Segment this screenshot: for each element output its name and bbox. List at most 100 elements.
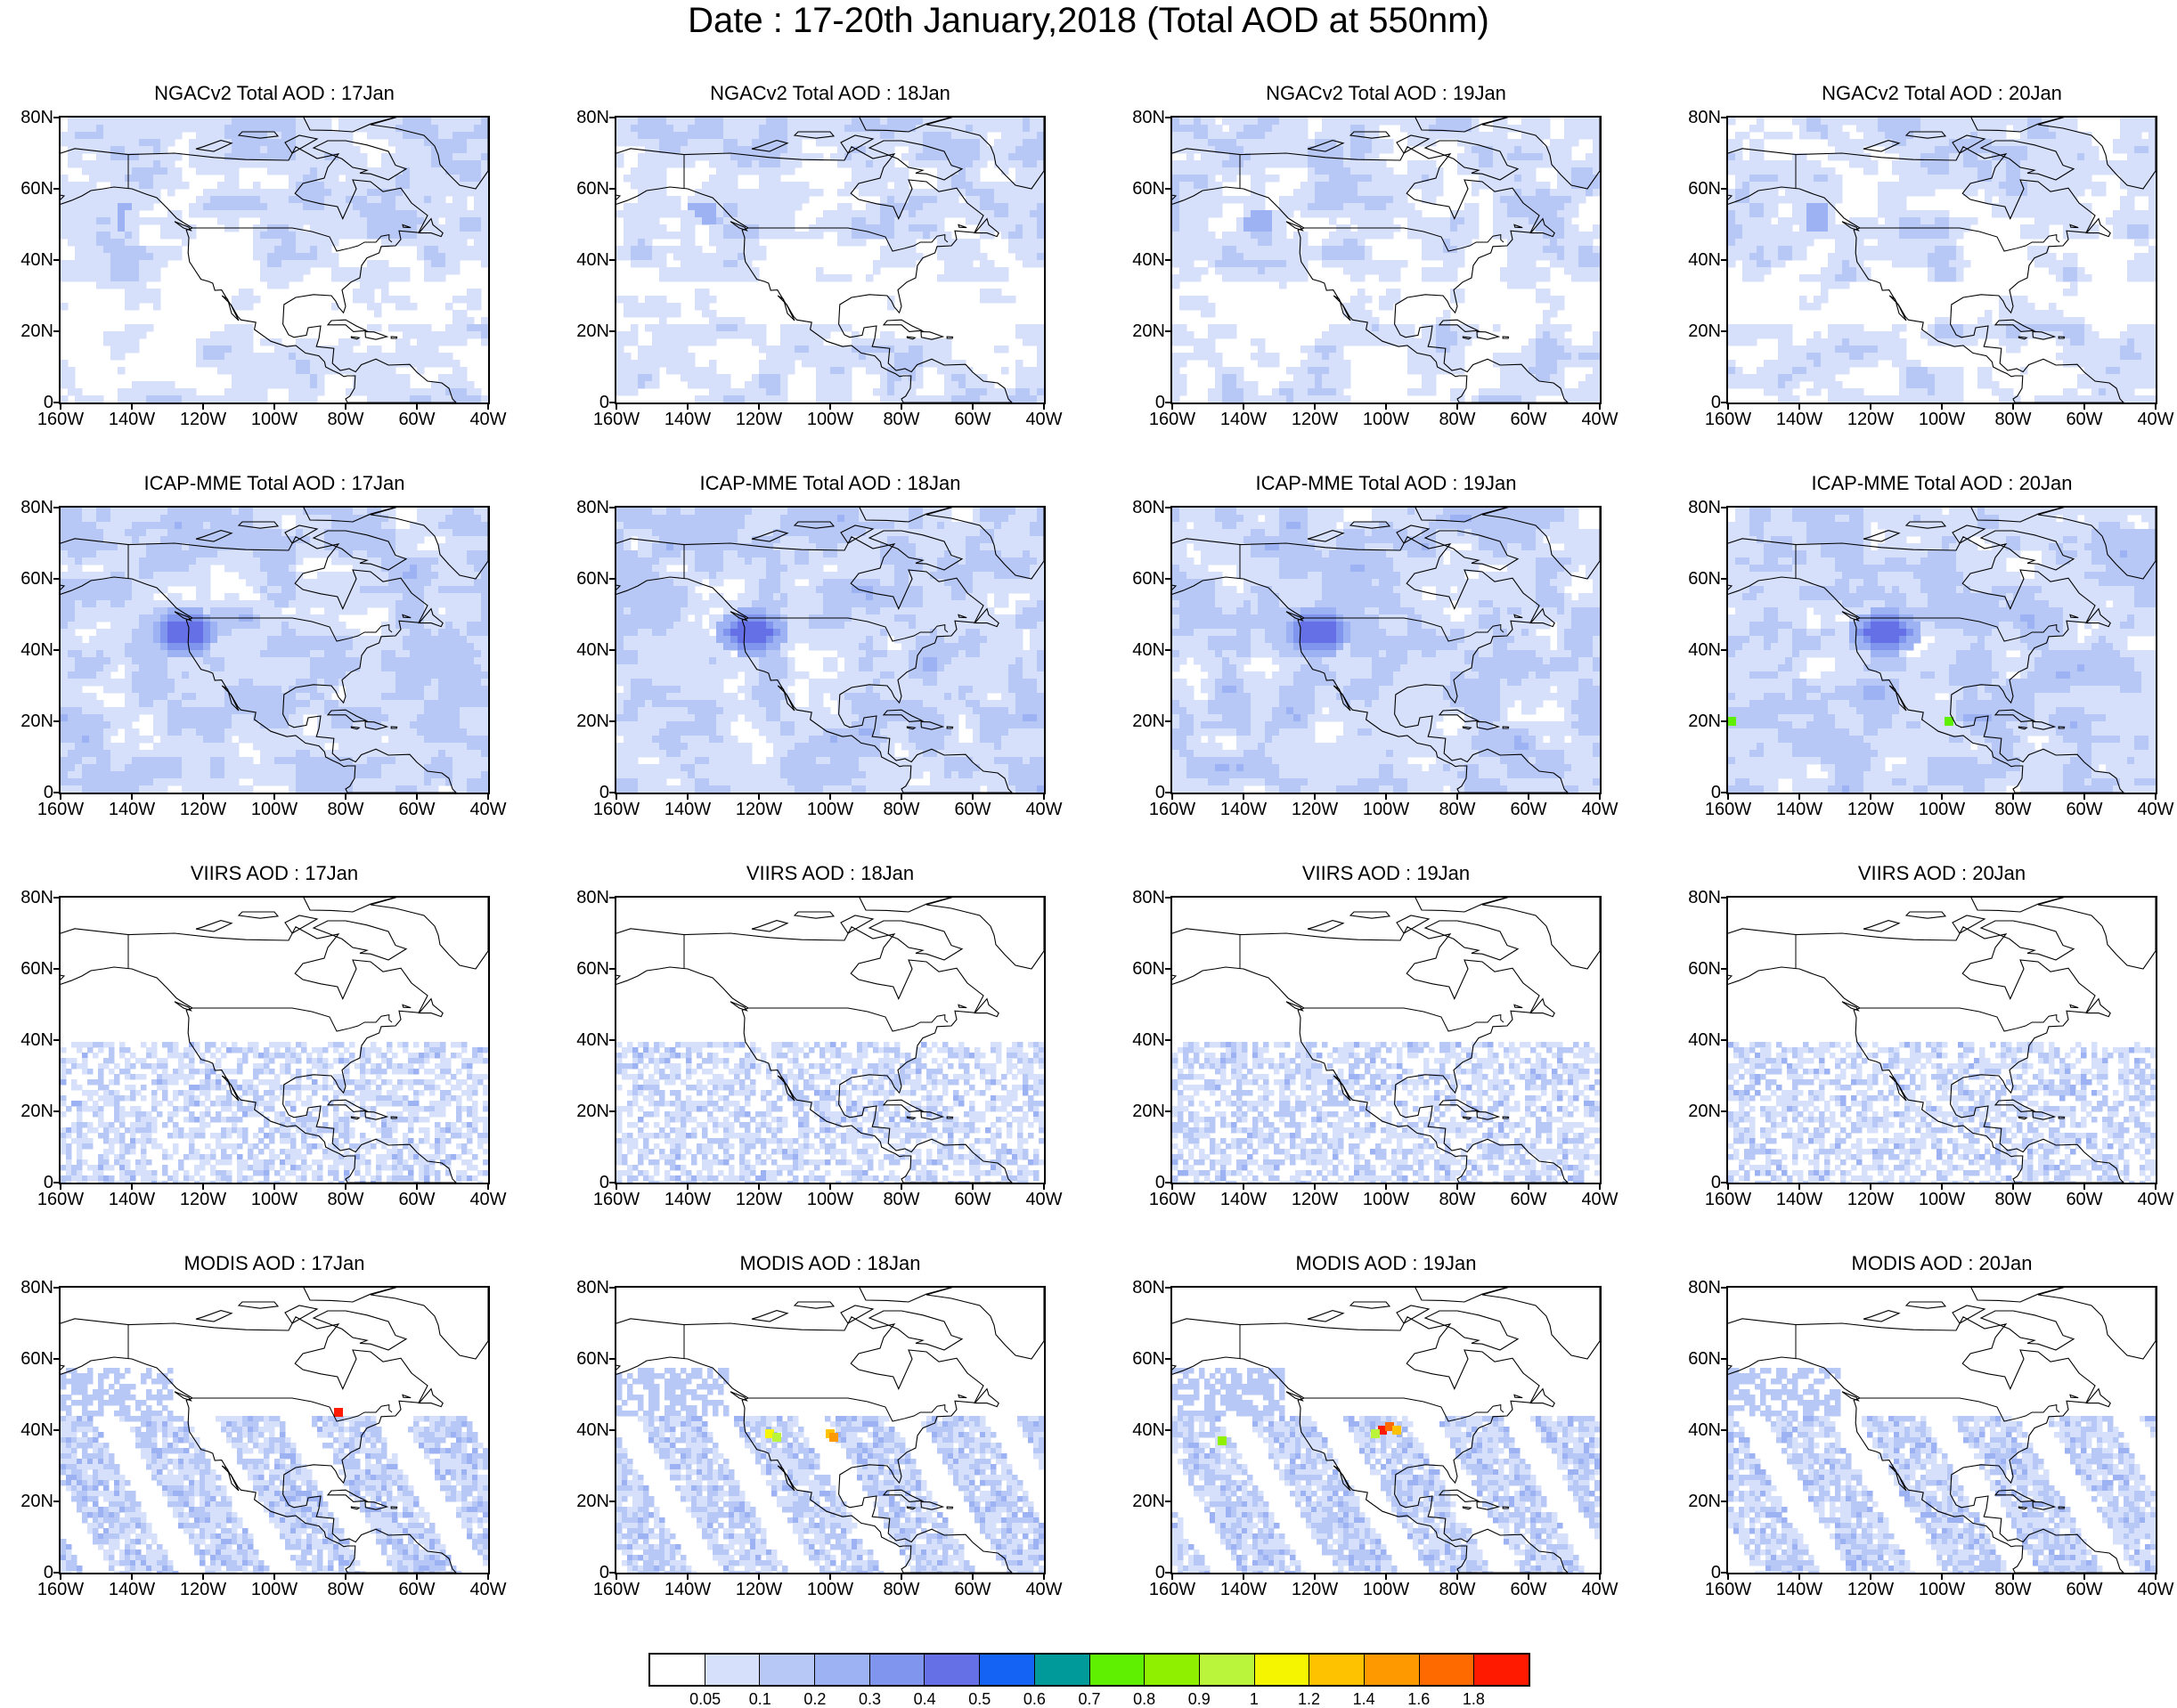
aod-cell	[880, 175, 888, 183]
aod-cell	[303, 182, 311, 190]
aod-cell	[1564, 224, 1572, 232]
aod-cell	[1828, 139, 1836, 147]
aod-cell	[944, 239, 952, 247]
aod-cell	[360, 381, 368, 389]
aod-cell	[1015, 182, 1023, 190]
aod-cell	[1186, 210, 1194, 218]
aod-cell	[239, 296, 247, 304]
aod-cell	[410, 196, 418, 204]
aod-cell	[1450, 132, 1458, 140]
lon-tick-label: 120W	[728, 410, 790, 429]
aod-cell	[894, 203, 902, 211]
aod-cell	[1336, 146, 1344, 154]
aod-cell	[738, 203, 746, 211]
aod-cell	[1728, 153, 1736, 161]
aod-cell	[1300, 125, 1309, 133]
aod-cell	[631, 239, 639, 247]
aod-cell	[153, 189, 161, 197]
aod-cell	[224, 182, 232, 190]
aod-cell	[2063, 146, 2071, 154]
aod-cell	[645, 132, 653, 140]
aod-cell	[645, 189, 653, 197]
aod-cell	[153, 289, 161, 297]
aod-cell	[894, 374, 902, 382]
aod-cell	[1500, 395, 1508, 403]
aod-cell	[1849, 146, 1857, 154]
aod-cell	[1336, 232, 1344, 240]
aod-cell	[1008, 232, 1016, 240]
aod-cell	[901, 167, 909, 175]
aod-cell	[1365, 296, 1373, 304]
aod-cell	[167, 182, 175, 190]
aod-cell	[232, 196, 240, 204]
aod-cell	[267, 374, 275, 382]
aod-cell	[1179, 253, 1187, 261]
aod-cell	[1536, 210, 1544, 218]
aod-cell	[1286, 381, 1294, 389]
aod-cell	[901, 196, 909, 204]
aod-cell	[666, 210, 674, 218]
aod-cell	[1293, 274, 1301, 282]
aod-cell	[1906, 146, 1914, 154]
aod-cell	[403, 125, 411, 133]
aod-cell	[1507, 246, 1515, 254]
aod-cell	[1500, 175, 1508, 183]
aod-cell	[481, 132, 488, 140]
aod-cell	[1358, 239, 1366, 247]
aod-cell	[673, 118, 681, 126]
aod-cell	[745, 132, 753, 140]
aod-cell	[1023, 175, 1031, 183]
aod-cell	[125, 139, 133, 147]
aod-cell	[1564, 353, 1572, 361]
aod-cell	[766, 232, 774, 240]
aod-cell	[1350, 203, 1358, 211]
aod-cell	[1472, 395, 1480, 403]
aod-cell	[1258, 132, 1266, 140]
aod-cell	[75, 217, 83, 225]
aod-cell	[994, 210, 1002, 218]
aod-cell	[2134, 125, 2142, 133]
aod-cell	[260, 267, 268, 275]
aod-cell	[901, 224, 909, 232]
aod-cell	[1037, 160, 1044, 168]
aod-cell	[1514, 388, 1522, 396]
aod-cell	[96, 160, 104, 168]
aod-cell	[374, 367, 382, 375]
aod-cell	[96, 246, 104, 254]
aod-cell	[681, 367, 689, 375]
aod-cell	[916, 196, 924, 204]
lat-tick-mark	[609, 259, 616, 261]
aod-cell	[1386, 289, 1394, 297]
aod-cell	[353, 203, 361, 211]
aod-cell	[310, 139, 318, 147]
aod-cell	[381, 353, 389, 361]
aod-cell	[887, 388, 895, 396]
aod-cell	[360, 367, 368, 375]
aod-cell	[752, 139, 760, 147]
aod-cell	[103, 153, 111, 161]
aod-cell	[631, 338, 639, 346]
aod-cell	[966, 374, 974, 382]
aod-cell	[1949, 125, 1957, 133]
aod-cell	[1407, 388, 1415, 396]
aod-cell	[82, 260, 90, 268]
aod-cell	[1229, 132, 1237, 140]
aod-cell	[239, 125, 247, 133]
aod-cell	[331, 196, 339, 204]
aod-cell	[403, 203, 411, 211]
aod-cell	[1593, 253, 1600, 261]
aod-cell	[1279, 160, 1287, 168]
aod-cell	[1593, 360, 1600, 368]
aod-cell	[1457, 346, 1465, 354]
aod-cell	[1529, 346, 1537, 354]
aod-cell	[431, 189, 439, 197]
aod-cell	[1536, 324, 1544, 332]
aod-cell	[1863, 160, 1871, 168]
aod-cell	[745, 146, 753, 154]
aod-cell	[103, 175, 111, 183]
aod-cell	[1365, 146, 1373, 154]
aod-cell	[395, 118, 404, 126]
aod-cell	[1393, 274, 1401, 282]
aod-cell	[110, 353, 118, 361]
aod-cell	[2020, 118, 2028, 126]
